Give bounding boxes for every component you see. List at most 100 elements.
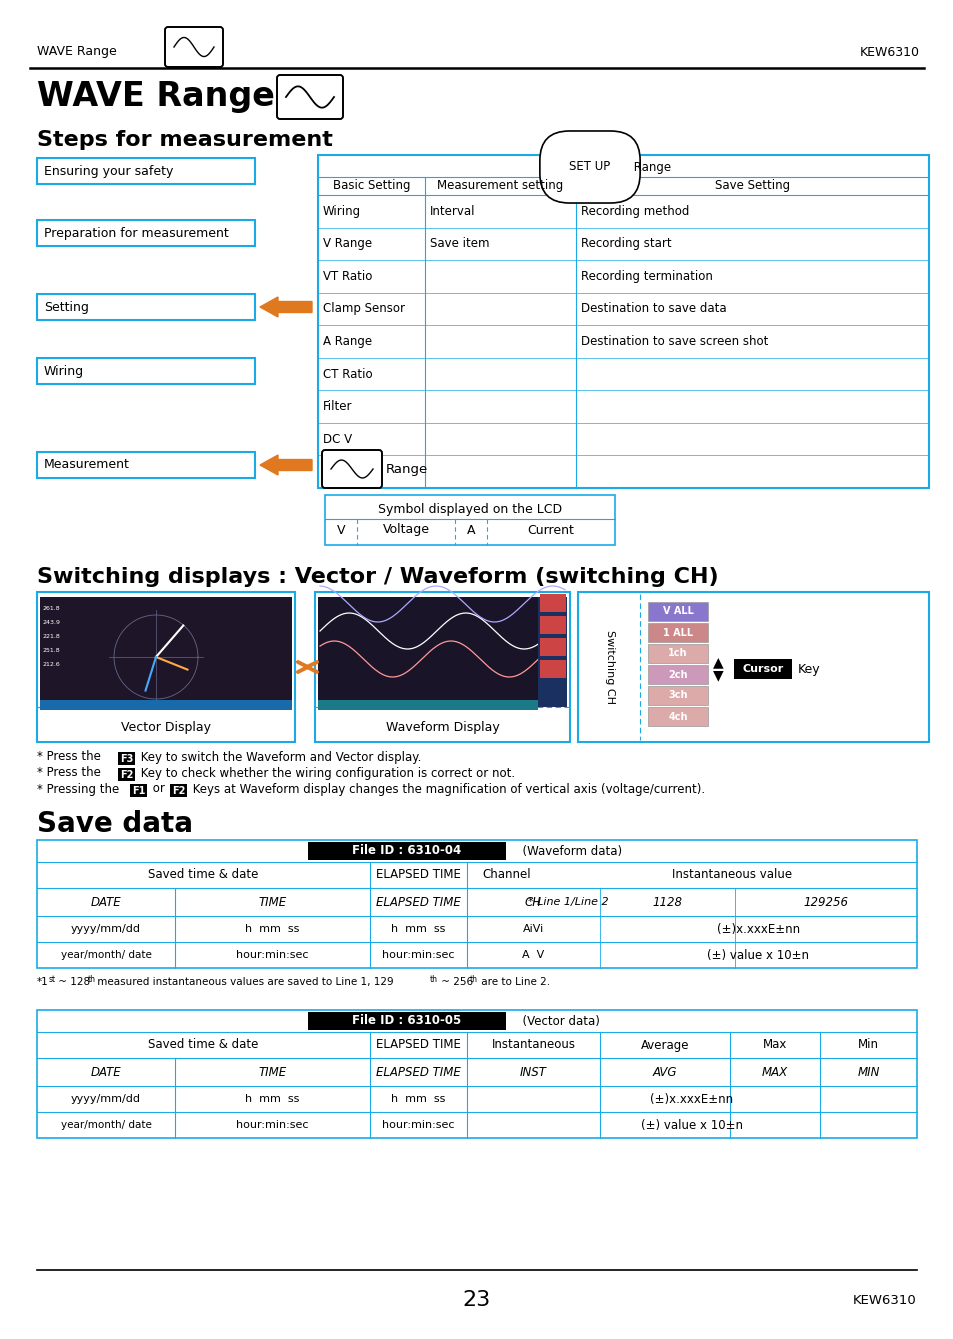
Text: INST: INST (519, 1066, 546, 1078)
FancyBboxPatch shape (118, 753, 135, 765)
Text: ELAPSED TIME: ELAPSED TIME (375, 869, 460, 881)
Text: Current: Current (527, 524, 574, 537)
Text: MIN: MIN (857, 1066, 879, 1078)
FancyBboxPatch shape (647, 603, 707, 621)
Text: A Range: A Range (323, 335, 372, 348)
Text: CH: CH (524, 896, 541, 908)
FancyBboxPatch shape (733, 659, 791, 679)
FancyBboxPatch shape (537, 597, 566, 707)
FancyBboxPatch shape (37, 453, 254, 478)
FancyBboxPatch shape (118, 769, 135, 781)
FancyBboxPatch shape (647, 644, 707, 663)
Text: 2ch: 2ch (667, 670, 687, 679)
Text: (±)x.xxxE±nn: (±)x.xxxE±nn (717, 923, 800, 936)
FancyBboxPatch shape (37, 158, 254, 183)
Text: Wiring: Wiring (323, 205, 361, 218)
FancyBboxPatch shape (130, 785, 147, 797)
Text: DATE: DATE (91, 1066, 121, 1078)
Text: CT Ratio: CT Ratio (323, 368, 373, 380)
Text: Destination to save data: Destination to save data (580, 303, 726, 316)
Text: V ALL: V ALL (662, 607, 693, 616)
Text: measured instantaneous values are saved to Line 1, 129: measured instantaneous values are saved … (94, 977, 394, 987)
Text: (Waveform data): (Waveform data) (515, 845, 621, 857)
FancyBboxPatch shape (539, 595, 565, 612)
FancyBboxPatch shape (37, 220, 254, 246)
Text: * Press the: * Press the (37, 766, 105, 779)
Text: * Press the: * Press the (37, 750, 105, 763)
Text: KEW6310: KEW6310 (859, 46, 919, 59)
Text: Saved time & date: Saved time & date (148, 1039, 258, 1051)
Text: (Vector data): (Vector data) (515, 1015, 599, 1027)
Text: Channel: Channel (482, 869, 531, 881)
Text: Waveform Display: Waveform Display (385, 722, 498, 735)
FancyBboxPatch shape (37, 358, 254, 384)
Text: hour:min:sec: hour:min:sec (236, 949, 309, 960)
Text: VT Ratio: VT Ratio (323, 270, 372, 283)
Text: WAVE Range: WAVE Range (37, 80, 274, 112)
Text: h  mm  ss: h mm ss (391, 924, 445, 935)
Text: 261.8: 261.8 (43, 605, 61, 611)
Text: V: V (336, 524, 345, 537)
Text: V Range: V Range (323, 237, 372, 250)
Text: Keys at Waveform display changes the magnification of vertical axis (voltage/cur: Keys at Waveform display changes the mag… (189, 782, 704, 795)
Text: Saved time & date: Saved time & date (148, 869, 258, 881)
Text: F3: F3 (120, 754, 133, 763)
Text: (±) value x 10±n: (±) value x 10±n (640, 1118, 742, 1131)
Text: th: th (88, 975, 96, 984)
FancyBboxPatch shape (308, 842, 505, 860)
Text: 3ch: 3ch (667, 691, 687, 700)
FancyBboxPatch shape (37, 840, 916, 968)
Text: ELAPSED TIME: ELAPSED TIME (375, 1066, 460, 1078)
Text: Wiring: Wiring (44, 364, 84, 378)
Text: KEW6310: KEW6310 (852, 1293, 916, 1307)
FancyBboxPatch shape (539, 637, 565, 656)
Text: Voltage: Voltage (382, 524, 429, 537)
Text: DATE: DATE (91, 896, 121, 908)
Text: *1: *1 (37, 977, 49, 987)
Text: File ID : 6310-04: File ID : 6310-04 (352, 845, 461, 857)
FancyBboxPatch shape (317, 597, 566, 707)
Text: ELAPSED TIME: ELAPSED TIME (375, 896, 460, 908)
Text: year/month/ date: year/month/ date (60, 1119, 152, 1130)
Text: AiVi: AiVi (522, 924, 543, 935)
Text: Preparation for measurement: Preparation for measurement (44, 226, 229, 240)
Text: TIME: TIME (258, 896, 286, 908)
FancyBboxPatch shape (40, 700, 292, 710)
FancyBboxPatch shape (317, 155, 928, 487)
Text: Recording termination: Recording termination (580, 270, 712, 283)
Text: 212.6: 212.6 (43, 661, 61, 667)
Text: Basic Setting: Basic Setting (333, 179, 410, 193)
Text: 23: 23 (462, 1289, 491, 1310)
Text: Save item: Save item (430, 237, 489, 250)
Text: Frequency: Frequency (323, 465, 383, 478)
Text: ELAPSED TIME: ELAPSED TIME (375, 1039, 460, 1051)
Text: 1ch: 1ch (667, 648, 687, 659)
Text: F2: F2 (120, 770, 133, 779)
Text: Recording start: Recording start (580, 237, 671, 250)
Text: Setting: Setting (44, 300, 89, 313)
FancyBboxPatch shape (539, 660, 565, 678)
FancyBboxPatch shape (325, 495, 615, 545)
Text: yyyy/mm/dd: yyyy/mm/dd (71, 924, 141, 935)
Text: st: st (49, 975, 56, 984)
Text: (±)x.xxxE±nn: (±)x.xxxE±nn (650, 1093, 733, 1106)
Text: Measurement setting: Measurement setting (436, 179, 563, 193)
Text: Instantaneous: Instantaneous (491, 1039, 575, 1051)
Text: th: th (470, 975, 477, 984)
FancyBboxPatch shape (647, 623, 707, 641)
Text: Vector Display: Vector Display (121, 722, 211, 735)
Text: 243.9: 243.9 (43, 620, 61, 624)
Text: (±) value x 10±n: (±) value x 10±n (707, 948, 809, 961)
FancyBboxPatch shape (539, 616, 565, 633)
Text: Ensuring your safety: Ensuring your safety (44, 165, 173, 178)
Text: SET UP: SET UP (569, 161, 610, 174)
Text: Key to check whether the wiring configuration is correct or not.: Key to check whether the wiring configur… (137, 766, 515, 779)
FancyBboxPatch shape (40, 597, 292, 707)
Text: Instantaneous value: Instantaneous value (671, 869, 791, 881)
Text: TIME: TIME (258, 1066, 286, 1078)
Text: F2: F2 (172, 786, 185, 795)
Text: Average: Average (640, 1039, 688, 1051)
Text: Steps for measurement: Steps for measurement (37, 130, 333, 150)
Text: File ID : 6310-05: File ID : 6310-05 (352, 1015, 461, 1027)
Text: A: A (466, 524, 475, 537)
